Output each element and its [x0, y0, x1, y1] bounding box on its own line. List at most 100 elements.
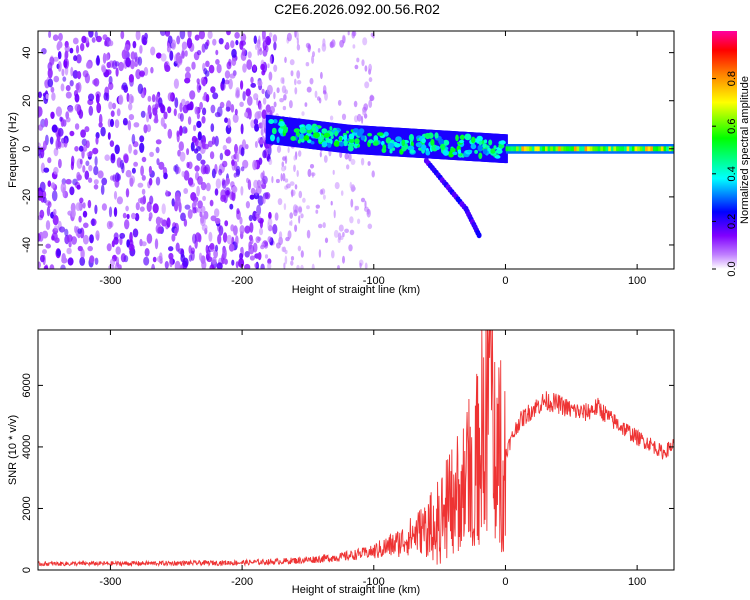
noise-blob — [302, 197, 306, 203]
noise-blob — [234, 143, 238, 154]
signal-blob — [321, 141, 328, 148]
noise-blob — [95, 56, 101, 66]
noise-blob — [215, 49, 219, 56]
signal-blob — [376, 132, 384, 137]
noise-blob — [218, 225, 224, 236]
noise-blob — [116, 173, 121, 181]
noise-blob — [334, 182, 340, 190]
noise-blob — [290, 70, 294, 77]
signal-core — [534, 146, 538, 152]
signal-core — [631, 146, 636, 152]
noise-blob — [286, 183, 291, 189]
noise-blob — [157, 226, 163, 234]
noise-blob — [349, 229, 355, 236]
noise-blob — [209, 242, 215, 250]
noise-blob — [209, 264, 215, 269]
noise-blob — [296, 44, 301, 51]
noise-blob — [224, 79, 230, 85]
noise-blob — [81, 138, 88, 146]
noise-blob — [227, 118, 231, 129]
noise-blob — [253, 192, 260, 200]
noise-blob — [76, 54, 82, 64]
noise-blob — [159, 252, 163, 262]
noise-blob — [110, 118, 114, 128]
noise-blob — [140, 196, 146, 205]
noise-blob — [255, 110, 260, 120]
signal-blob — [442, 149, 449, 156]
noise-blob — [140, 110, 146, 118]
noise-blob — [40, 254, 45, 263]
signal-blob — [354, 138, 360, 145]
noise-blob — [231, 57, 237, 66]
noise-blob — [315, 204, 320, 209]
noise-blob — [115, 256, 120, 267]
noise-blob — [240, 186, 244, 196]
noise-blob — [258, 157, 263, 165]
noise-blob — [51, 235, 55, 241]
noise-blob — [71, 155, 75, 166]
noise-blob — [287, 230, 292, 240]
signal-blob — [343, 139, 348, 147]
snr-y-axis-label: SNR (10 * v/v) — [7, 415, 19, 485]
signal-blob — [477, 144, 483, 152]
noise-blob — [213, 249, 219, 259]
noise-blob — [91, 218, 95, 227]
noise-blob — [151, 263, 155, 269]
noise-blob — [255, 214, 261, 222]
noise-blob — [362, 109, 367, 116]
noise-blob — [337, 265, 340, 269]
noise-blob — [218, 38, 224, 45]
noise-blob — [189, 90, 196, 100]
signal-core — [600, 146, 604, 152]
noise-blob — [74, 93, 80, 103]
noise-blob — [258, 227, 264, 236]
noise-blob — [114, 178, 120, 188]
spectrogram-x-tick-label: 0 — [502, 275, 508, 287]
noise-blob — [250, 187, 256, 195]
noise-blob — [197, 175, 203, 185]
noise-blob — [187, 177, 194, 186]
noise-blob — [344, 153, 349, 160]
noise-blob — [266, 84, 273, 95]
signal-core — [516, 146, 520, 152]
noise-blob — [340, 190, 344, 196]
noise-blob — [183, 218, 188, 227]
noise-blob — [205, 94, 210, 103]
noise-blob — [214, 188, 219, 196]
noise-blob — [119, 159, 124, 170]
noise-blob — [155, 176, 161, 186]
noise-blob — [152, 107, 158, 116]
noise-blob — [82, 70, 89, 78]
signal-core — [573, 146, 578, 152]
signal-blob — [305, 123, 312, 131]
noise-blob — [83, 222, 89, 229]
noise-blob — [188, 254, 193, 262]
noise-blob — [93, 179, 99, 185]
noise-blob — [256, 184, 259, 193]
noise-blob — [231, 186, 238, 193]
noise-blob — [38, 261, 41, 269]
noise-blob — [141, 175, 146, 181]
noise-blob — [218, 168, 223, 176]
noise-blob — [347, 31, 350, 36]
noise-blob — [239, 40, 244, 50]
noise-blob — [149, 151, 155, 157]
noise-blob — [148, 177, 153, 186]
noise-blob — [226, 61, 232, 70]
noise-blob — [196, 82, 201, 93]
noise-blob — [133, 149, 138, 156]
noise-blob — [211, 168, 216, 179]
signal-core — [531, 146, 536, 152]
noise-blob — [179, 151, 186, 162]
noise-blob — [64, 50, 69, 59]
spectrogram-y-axis: -40 -20 0 20 40 — [21, 47, 674, 253]
noise-blob — [199, 101, 204, 110]
noise-blob — [262, 150, 267, 159]
snr-y-axis: 0 2000 4000 6000 — [21, 373, 674, 573]
colorbar-gradient — [712, 31, 737, 269]
noise-blob — [147, 95, 152, 102]
noise-blob — [152, 203, 159, 214]
noise-blob — [103, 92, 108, 101]
noise-blob — [254, 44, 258, 50]
